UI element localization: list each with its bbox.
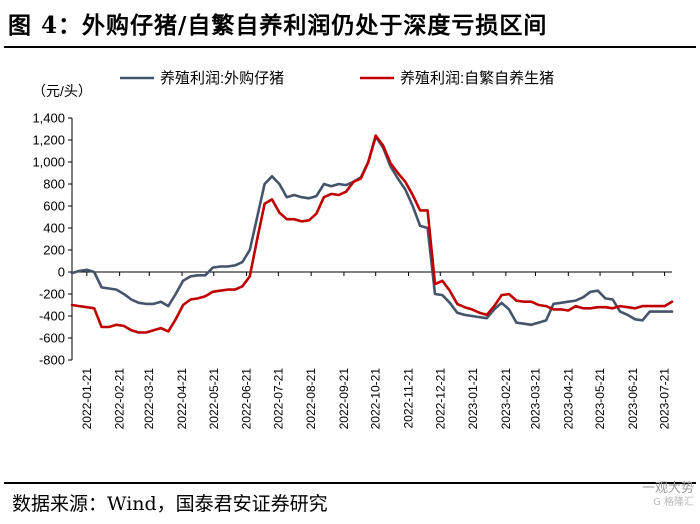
x-tick-label: 2023-07-21 <box>658 368 672 430</box>
y-tick-label: 400 <box>43 221 65 236</box>
y-tick-label: -800 <box>39 353 65 368</box>
x-tick-label: 2023-02-21 <box>499 368 513 430</box>
watermark-text: 一观大势 <box>641 481 694 496</box>
y-tick-label: 600 <box>43 199 65 214</box>
x-tick-label: 2022-04-21 <box>175 368 189 430</box>
y-tick-label: 0 <box>58 265 65 280</box>
y-tick-label: 800 <box>43 177 65 192</box>
x-tick-label: 2022-05-21 <box>207 368 221 430</box>
series-line-1 <box>70 135 674 327</box>
x-tick-label: 2022-06-21 <box>240 368 254 430</box>
x-tick-label: 2022-09-21 <box>337 368 351 430</box>
x-tick-label: 2022-08-21 <box>304 368 318 430</box>
x-tick-label: 2022-12-21 <box>433 368 447 430</box>
y-unit-label: （元/头） <box>32 83 92 99</box>
x-tick-label: 2022-10-21 <box>369 368 383 430</box>
x-tick-label: 2023-06-21 <box>626 368 640 430</box>
x-tick-label: 2022-01-21 <box>80 368 94 430</box>
y-tick-label: 1,400 <box>32 111 65 126</box>
series-line-2 <box>70 134 674 334</box>
x-tick-label: 2022-02-21 <box>113 368 127 430</box>
figure-title: 图 4：外购仔猪/自繁自养利润仍处于深度亏损区间 <box>8 12 548 39</box>
y-tick-label: 1,200 <box>32 133 65 148</box>
y-tick-label: -600 <box>39 331 65 346</box>
watermark-sub: G 格隆汇 <box>653 497 694 508</box>
data-source-note: 数据来源：Wind，国泰君安证券研究 <box>12 493 328 515</box>
x-tick-label: 2022-03-21 <box>142 368 156 430</box>
x-tick-label: 2023-03-21 <box>528 368 542 430</box>
x-tick-label: 2023-05-21 <box>593 368 607 430</box>
title-divider <box>4 46 696 48</box>
y-tick-label: 1,000 <box>32 155 65 170</box>
watermark: 一观大势 G 格隆汇 <box>642 482 694 510</box>
y-tick-label: 200 <box>43 243 65 258</box>
x-tick-label: 2022-07-21 <box>271 368 285 430</box>
y-tick-label: -200 <box>39 287 65 302</box>
x-tick-label: 2023-01-21 <box>466 368 480 430</box>
line-chart: （元/头） 1,400 1,200 1,000 800 600 400 200 0 -200 -40… <box>32 70 674 430</box>
y-tick-label: -400 <box>39 309 65 324</box>
legend-label-2: 养殖利润:自繁自养生猪 <box>400 70 554 87</box>
source-divider <box>4 482 696 484</box>
x-tick-label: 2023-04-21 <box>561 368 575 430</box>
x-tick-label: 2022-11-21 <box>402 368 416 429</box>
legend-label-1: 养殖利润:外购仔猪 <box>160 70 284 87</box>
